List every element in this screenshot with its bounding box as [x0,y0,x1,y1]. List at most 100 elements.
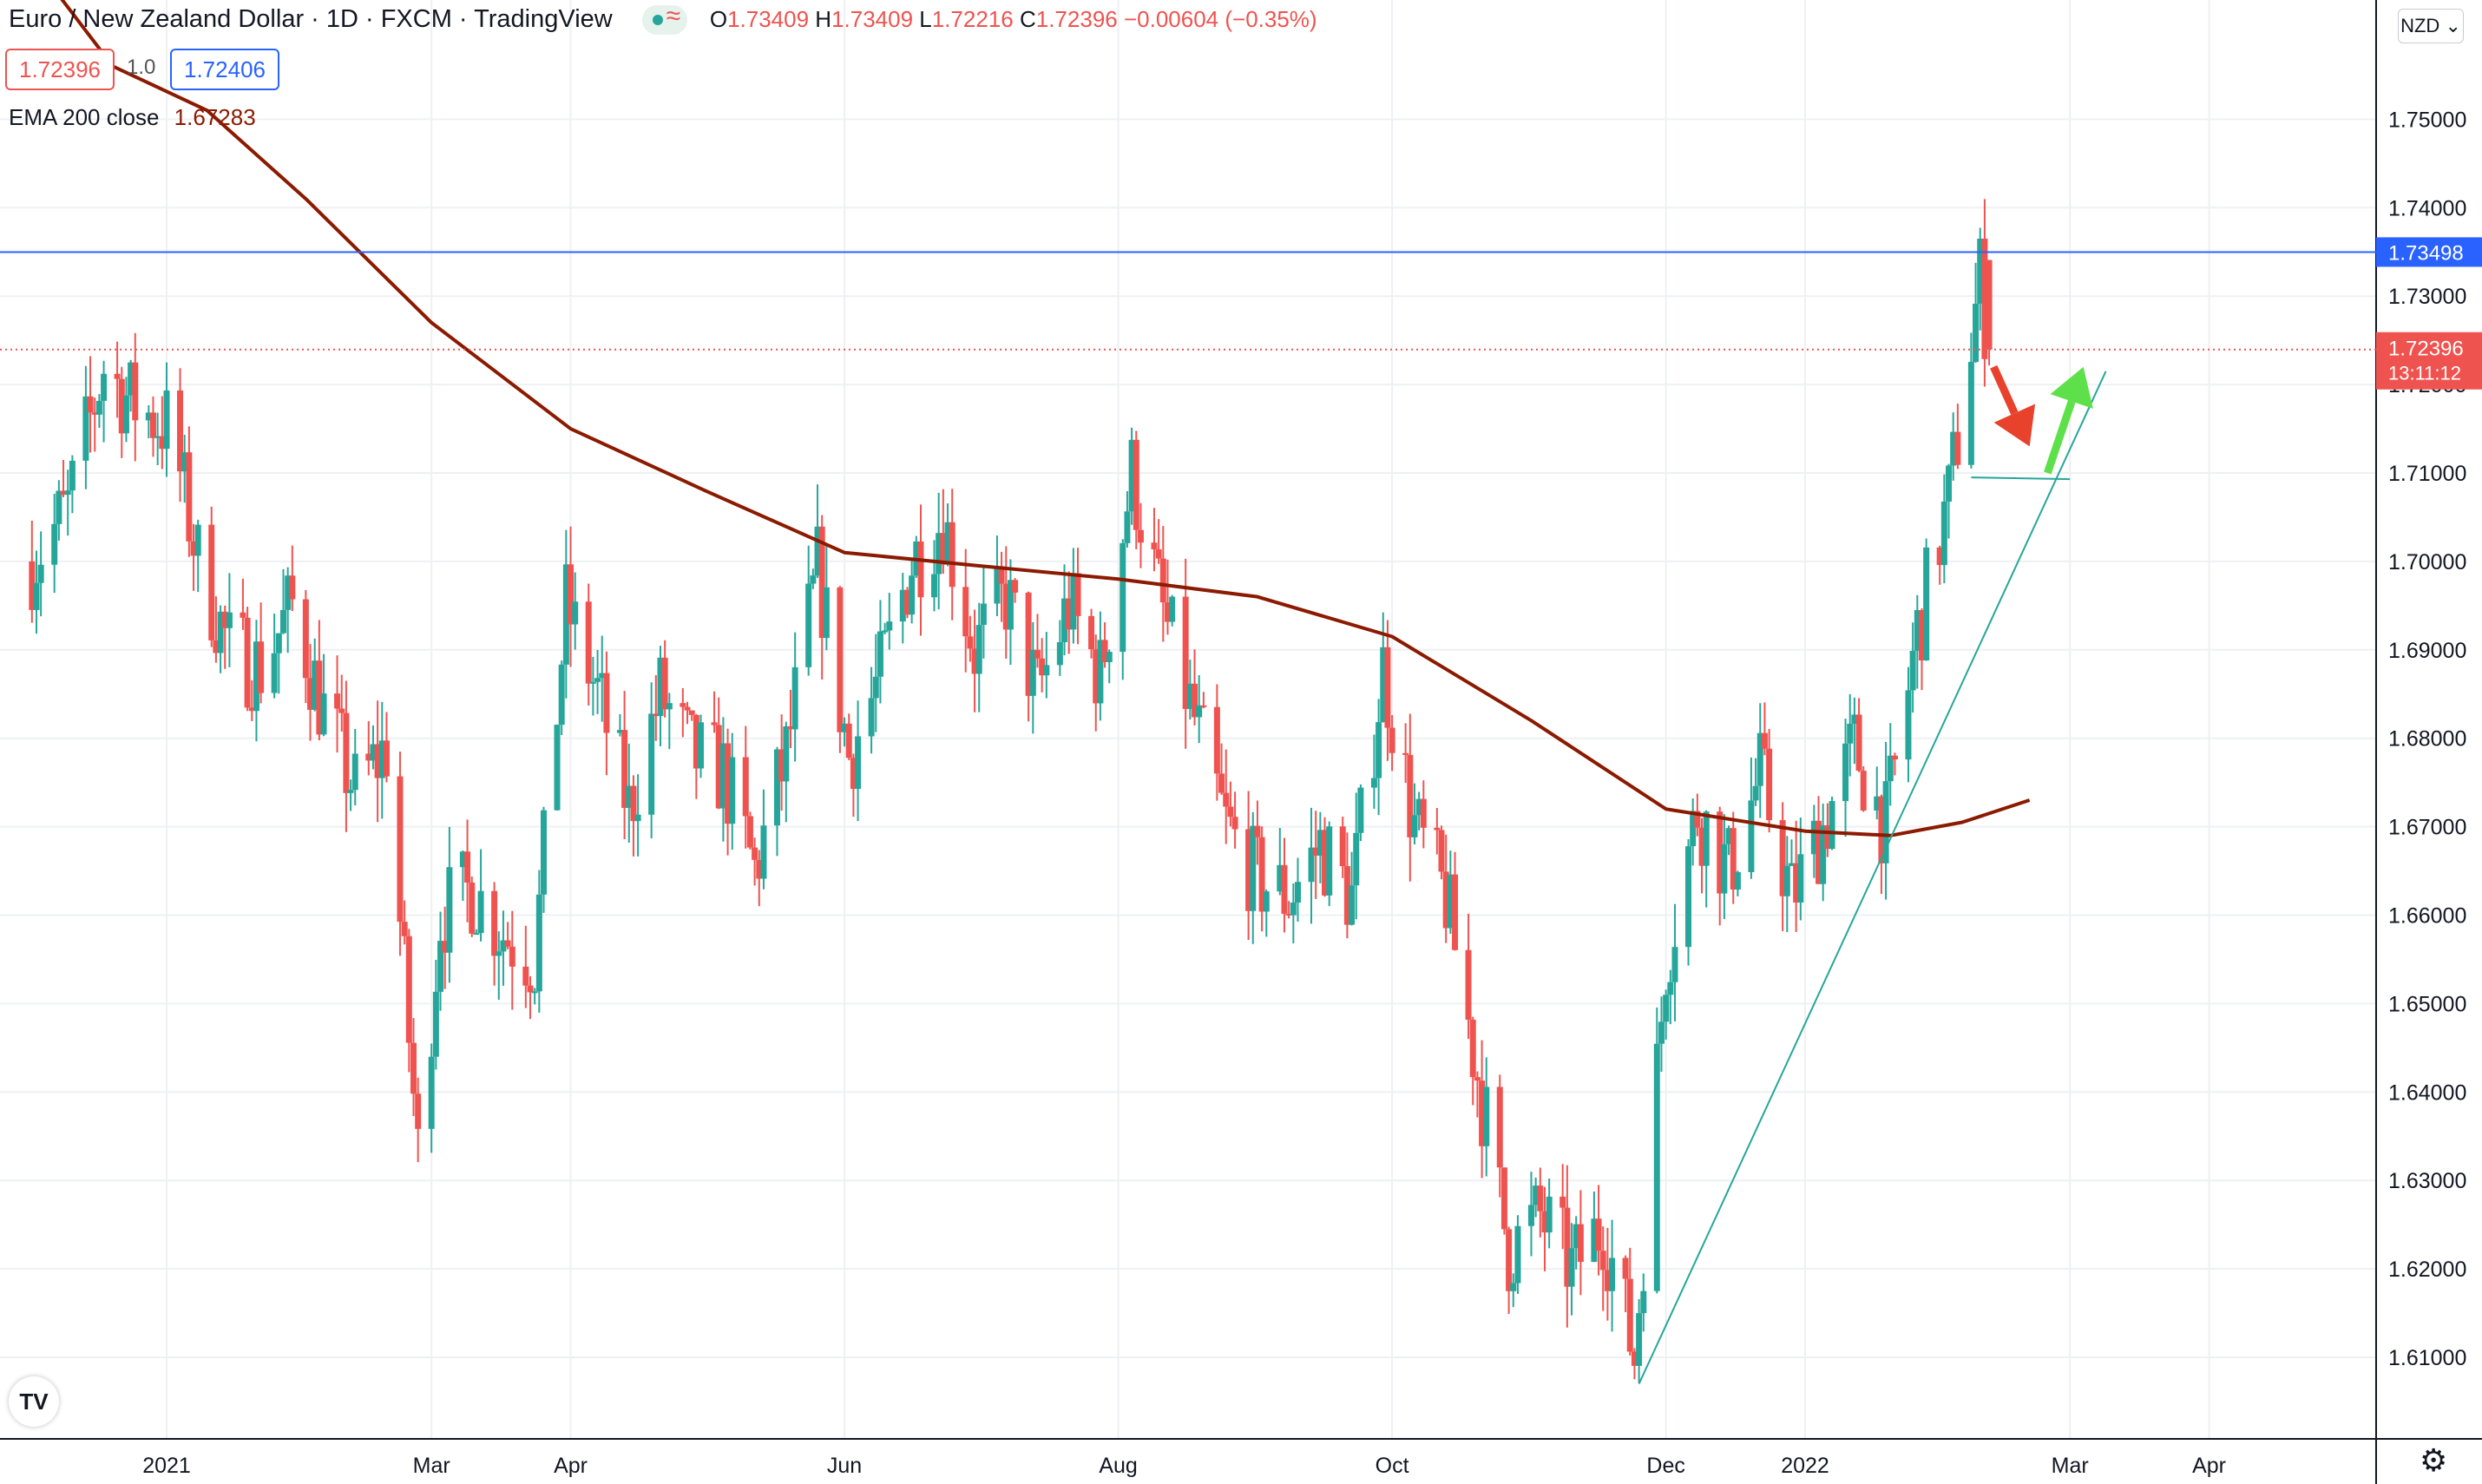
candle [469,877,476,937]
candle [899,573,906,644]
trend-line[interactable] [1638,371,2107,1384]
ema-200-line[interactable] [32,0,2031,837]
market-status-icon[interactable] [641,2,687,36]
candle [1783,836,1790,933]
candle [783,721,790,823]
candle [405,929,412,1073]
buy-button[interactable]: 1.72406 [170,49,279,90]
candle [1636,1299,1643,1383]
candle [87,356,94,453]
currency-label: NZD [2400,15,2440,36]
price-tick-label: 1.62000 [2388,1257,2466,1282]
candle [917,504,924,636]
candle [657,646,664,747]
candle [95,394,102,428]
candle [312,638,318,712]
candle [1106,649,1113,684]
candle [1254,800,1261,865]
candle [271,614,278,699]
candle [177,368,184,502]
candle [1752,758,1759,806]
candle [562,529,569,699]
candle [648,682,655,839]
candle [1851,697,1858,765]
candle [1946,463,1953,539]
candle [1213,684,1220,801]
candle [1537,1167,1544,1238]
candle [491,882,498,986]
candle [868,666,875,754]
candle [1479,1040,1486,1179]
candle [1725,825,1732,856]
candle [1500,1167,1507,1235]
candle [1231,791,1238,849]
candle [351,728,358,806]
candle [980,568,987,659]
candle [1671,903,1678,1021]
arrow-down-annotation[interactable] [1990,364,2036,447]
candle [365,721,372,776]
candle [1066,571,1073,654]
candle [1186,659,1193,720]
candle [1788,839,1795,866]
candle [1909,622,1916,713]
candle [1923,538,1930,661]
candle [1353,792,1360,920]
support-line[interactable] [1971,476,2071,481]
candle [1007,559,1014,665]
candle [1793,820,1800,932]
candle [1564,1165,1571,1328]
candle [805,545,812,676]
candle [1658,996,1665,1073]
candle [1128,427,1135,525]
arrow-up-annotation[interactable] [2044,366,2093,475]
candle [589,656,596,716]
candle [949,489,955,621]
candle [1339,816,1346,878]
currency-selector[interactable]: NZD ⌄ [2398,9,2464,43]
candle [213,596,220,663]
candle [962,548,969,673]
candle [190,523,197,591]
candle [1559,1164,1566,1250]
candle [1376,699,1382,816]
candle [69,455,76,514]
candle [37,531,44,617]
candle [1285,901,1292,919]
candle [1223,749,1230,844]
candle [1056,620,1063,676]
chart-legend: Euro / New Zealand Dollar · 1D · FXCM · … [9,2,1317,36]
candle [279,568,286,634]
candle [410,1018,417,1117]
candle [1756,703,1763,818]
candle [82,365,89,489]
candle [347,779,354,811]
candle [558,660,565,736]
tradingview-logo[interactable]: TV [9,1376,59,1427]
price-tick-label: 1.71000 [2388,462,2466,486]
candle [154,412,161,466]
candle [621,691,628,840]
candle [661,640,668,718]
candle [1061,564,1068,656]
candle [1703,810,1710,908]
candle [1599,1226,1606,1311]
candle [401,900,408,945]
candle [1622,1255,1629,1312]
time-tick-label: Oct [1376,1454,1409,1478]
candle [1779,802,1786,932]
candle [1573,1216,1579,1270]
symbol-title[interactable]: Euro / New Zealand Dollar · 1D · FXCM · … [9,5,613,33]
bar-countdown-label: 13:11:12 [2388,363,2461,384]
ema-legend[interactable]: EMA 200 close 1.67283 [9,104,256,131]
candle [383,712,390,783]
candle [118,366,125,458]
candle [307,644,314,741]
candle [1258,826,1265,932]
time-tick-label: Aug [1099,1454,1137,1478]
sell-button[interactable]: 1.72396 [5,49,115,90]
candle [1465,914,1472,1040]
gear-icon[interactable]: ⚙ [2420,1442,2448,1478]
candle [729,732,736,850]
